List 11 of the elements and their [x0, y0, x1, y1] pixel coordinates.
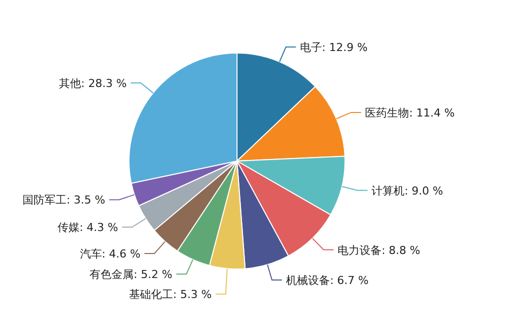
slice-label: 国防军工: 3.5 % — [22, 194, 106, 207]
slice-label: 电力设备: 8.8 % — [338, 244, 420, 257]
slice-label: 医药生物: 11.4 % — [365, 106, 455, 120]
slice-label: 计算机: 9.0 % — [371, 184, 444, 198]
slice-label: 有色金属: 5.2 % — [90, 268, 172, 282]
slice-label: 电子: 12.9 % — [300, 41, 368, 54]
slice-label: 传媒: 4.3 % — [57, 221, 118, 234]
slice-label: 基础化工: 5.3 % — [129, 288, 212, 302]
slice-label: 汽车: 4.6 % — [80, 247, 140, 260]
slice-label: 其他: 28.3 % — [59, 76, 127, 90]
slice-label: 机械设备: 6.7 % — [286, 274, 369, 287]
